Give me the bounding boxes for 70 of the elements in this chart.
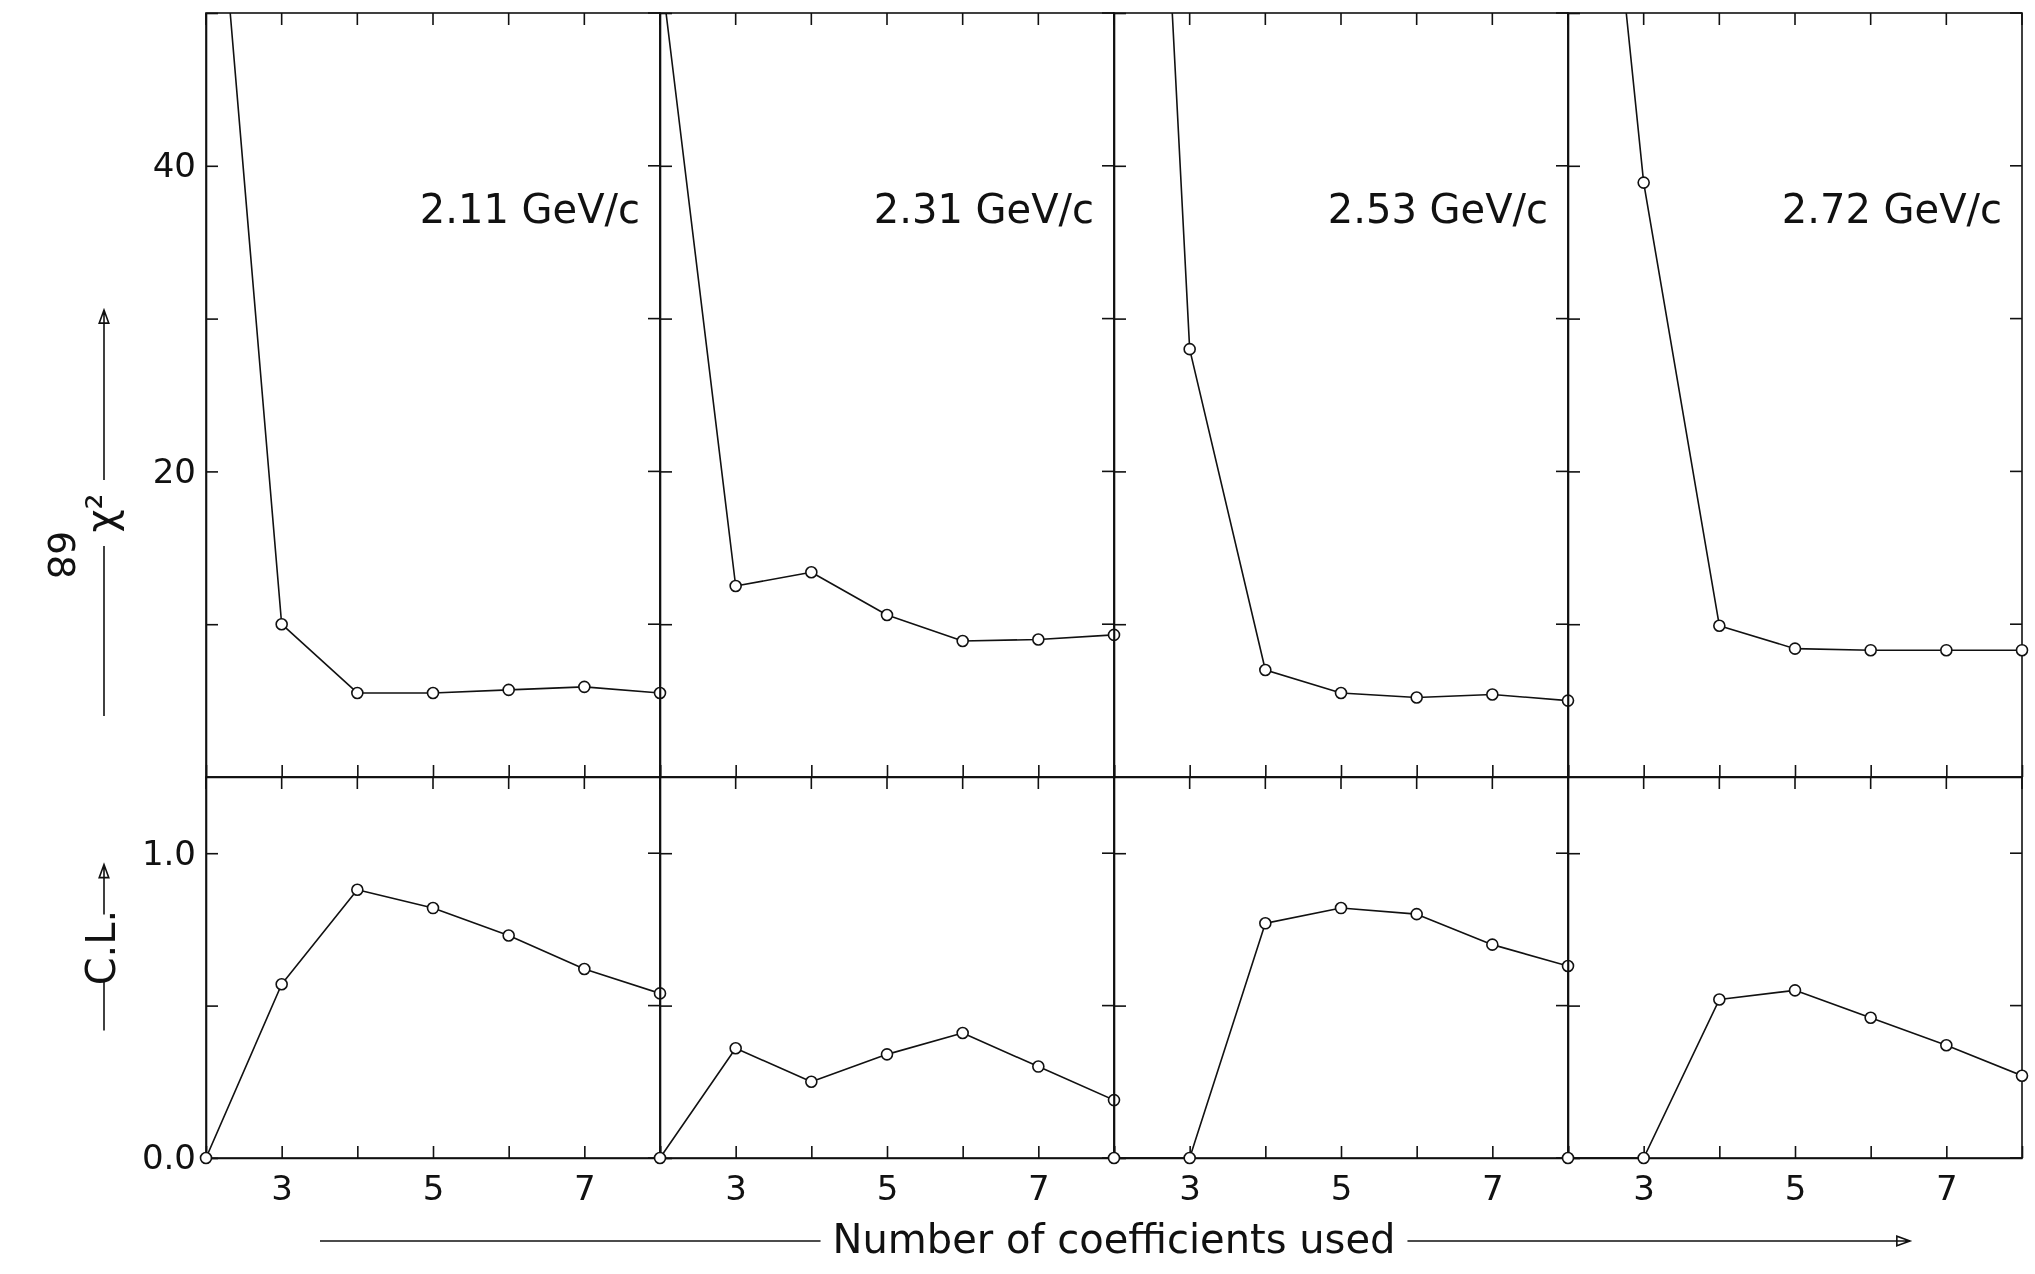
point <box>1334 686 1348 700</box>
x-tick-label: 3 <box>271 1168 293 1209</box>
y-axis-title: C.L. <box>78 909 124 986</box>
point <box>805 565 818 579</box>
text: 68 <box>39 530 83 580</box>
x-tick-label: 7 <box>1482 1168 1504 1209</box>
x-tick-label: 5 <box>1330 1168 1353 1209</box>
x-tick-label: 5 <box>422 1168 445 1209</box>
point <box>1107 1151 1121 1165</box>
point <box>729 1041 742 1055</box>
point <box>1486 938 1499 951</box>
point <box>1637 1151 1650 1165</box>
point <box>275 977 288 991</box>
point <box>880 608 894 622</box>
point <box>1561 1151 1575 1165</box>
point <box>1410 907 1423 921</box>
point <box>1183 1151 1196 1165</box>
y-tick-label: 1.0 <box>141 832 196 873</box>
point <box>1032 1060 1045 1073</box>
point <box>578 962 591 976</box>
point <box>1788 984 1802 997</box>
point <box>426 686 440 700</box>
point <box>1864 1011 1877 1025</box>
point <box>1032 633 1045 646</box>
point <box>956 634 969 648</box>
annotation: 2.72 GeV/c <box>1781 186 2002 232</box>
point <box>1259 663 1272 677</box>
point <box>1183 342 1196 356</box>
x-axis-title: Number of coefficients used <box>832 1216 1396 1262</box>
point <box>578 680 591 694</box>
point <box>1713 993 1726 1006</box>
point <box>351 686 364 700</box>
point <box>199 1151 213 1165</box>
point <box>880 1048 894 1061</box>
annotation: 2.53 GeV/c <box>1327 186 1548 232</box>
point <box>653 1151 667 1165</box>
point <box>1940 1038 1953 1052</box>
annotation: 2.11 GeV/c <box>419 186 640 232</box>
point <box>1713 619 1726 633</box>
x-tick-label: 5 <box>1784 1168 1807 1209</box>
y-tick-label: 0.0 <box>141 1137 196 1178</box>
point <box>1334 901 1348 915</box>
point <box>1864 643 1877 657</box>
point <box>502 929 515 942</box>
x-tick-label: 7 <box>1936 1168 1958 1209</box>
point <box>1486 688 1499 701</box>
annotation: 2.31 GeV/c <box>873 186 1094 232</box>
y-tick-label: 40 <box>152 145 196 186</box>
point <box>729 579 742 593</box>
x-tick-label: 7 <box>574 1168 596 1209</box>
point <box>805 1075 818 1089</box>
y-axis-title: χ² <box>78 493 124 533</box>
point <box>1259 917 1272 930</box>
point <box>2015 643 2029 657</box>
x-tick-label: 3 <box>1179 1168 1201 1209</box>
point <box>1637 176 1650 189</box>
point <box>1410 691 1423 704</box>
x-tick-label: 3 <box>1633 1168 1655 1209</box>
y-tick-label: 20 <box>152 450 196 491</box>
point <box>956 1026 969 1040</box>
x-tick-label: 7 <box>1028 1168 1050 1209</box>
point <box>275 617 288 631</box>
point <box>426 901 440 915</box>
point <box>502 683 515 697</box>
point <box>1788 642 1802 655</box>
x-tick-label: 3 <box>725 1168 747 1209</box>
point <box>2015 1069 2029 1082</box>
point <box>1940 643 1953 657</box>
x-tick-label: 5 <box>876 1168 899 1209</box>
point <box>351 883 364 897</box>
